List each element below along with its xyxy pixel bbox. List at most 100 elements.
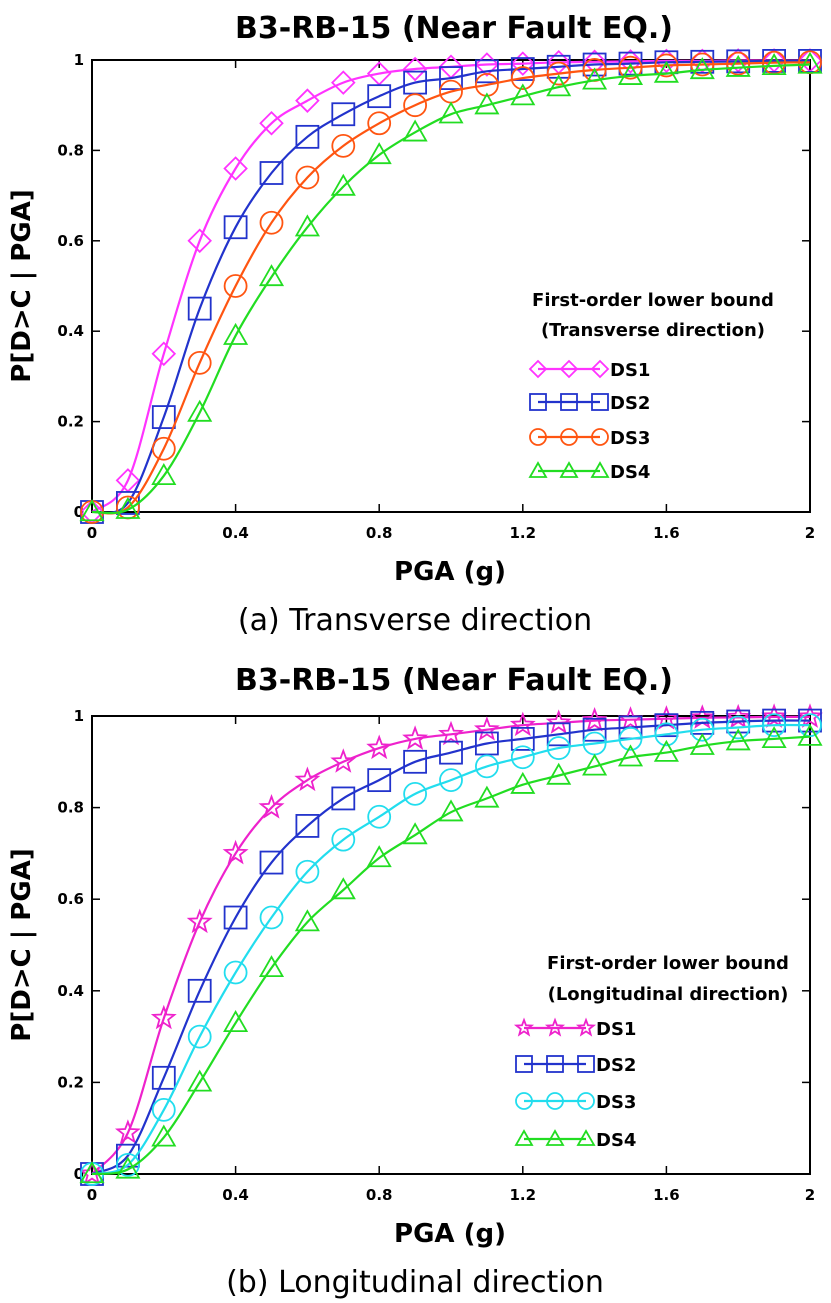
data-point-ds2 xyxy=(474,731,499,756)
data-point-ds4 xyxy=(187,399,213,422)
y-tick-label: 0.6 xyxy=(57,232,84,250)
data-point-ds1 xyxy=(330,748,357,773)
data-point-ds3 xyxy=(690,52,715,77)
legend-marker xyxy=(591,428,609,446)
data-point-ds2 xyxy=(367,768,392,793)
series-layer xyxy=(79,703,823,1186)
series-ds1 xyxy=(79,703,823,1185)
legend-label: DS2 xyxy=(596,1055,636,1076)
legend-marker xyxy=(514,1129,534,1146)
data-point-ds3 xyxy=(474,754,499,779)
x-tick-label: 2 xyxy=(805,524,815,542)
legend-items: DS1 DS2 DS3 DS4 xyxy=(528,359,650,483)
legend-item-ds4: DS4 xyxy=(514,1129,636,1151)
x-tick-label: 0 xyxy=(87,1186,97,1204)
legend-marker xyxy=(559,461,579,478)
data-point-ds3 xyxy=(654,53,679,78)
legend-marker xyxy=(560,428,578,446)
y-tick-label: 1 xyxy=(74,707,84,725)
data-point-ds4 xyxy=(438,799,464,822)
data-point-ds1 xyxy=(331,70,356,95)
x-tick-label: 1.6 xyxy=(653,524,680,542)
legend-item-ds2: DS2 xyxy=(515,1055,636,1076)
y-tick-label: 0.8 xyxy=(57,141,84,159)
plot-frame xyxy=(91,59,811,513)
y-tick-label: 0.6 xyxy=(57,890,84,908)
data-point-ds4 xyxy=(151,1124,177,1147)
y-tick-label: 0 xyxy=(74,503,84,521)
data-point-ds3 xyxy=(187,1024,212,1049)
legend-marker xyxy=(528,461,548,478)
x-tick-label: 1.2 xyxy=(510,524,537,542)
data-point-ds3 xyxy=(726,51,751,76)
data-point-ds2 xyxy=(151,405,176,429)
series-line-ds1 xyxy=(91,59,810,513)
legend-label: DS1 xyxy=(596,1019,636,1040)
legend-marker xyxy=(544,1017,566,1037)
data-point-ds4 xyxy=(582,67,608,90)
data-point-ds4 xyxy=(402,822,428,845)
data-point-ds2 xyxy=(726,709,751,734)
plot-frame xyxy=(91,715,811,1175)
data-point-ds4 xyxy=(761,726,787,749)
series-line-ds2 xyxy=(91,59,811,514)
chart-title: B3-RB-15 (Near Fault EQ.) xyxy=(235,663,673,698)
data-point-ds3 xyxy=(151,436,176,461)
data-point-ds1 xyxy=(258,794,285,819)
data-point-ds1 xyxy=(438,720,464,746)
series-ds2 xyxy=(80,49,822,524)
data-point-ds3 xyxy=(367,804,392,829)
legend-title-line1: First-order lower bound xyxy=(532,290,774,311)
data-point-ds3 xyxy=(546,736,571,760)
legend-marker xyxy=(590,359,610,379)
data-point-ds4 xyxy=(187,1069,213,1092)
data-point-ds1 xyxy=(581,707,608,732)
data-point-ds3 xyxy=(223,274,248,298)
data-point-ds1 xyxy=(186,908,213,934)
y-tick-label: 0.2 xyxy=(57,413,84,431)
data-point-ds1 xyxy=(79,1160,105,1185)
y-tick-label: 0.2 xyxy=(57,1073,84,1091)
data-point-ds2 xyxy=(798,708,822,733)
legend-marker xyxy=(590,461,610,478)
data-point-ds2 xyxy=(546,722,571,747)
legend-item-ds3: DS3 xyxy=(529,428,650,449)
data-point-ds4 xyxy=(689,57,715,80)
data-point-ds1 xyxy=(259,111,284,136)
x-tick-label: 1.6 xyxy=(653,1186,680,1204)
data-point-ds4 xyxy=(653,739,679,762)
legend-marker xyxy=(591,393,609,411)
data-point-ds3 xyxy=(726,715,751,740)
data-point-ds4 xyxy=(258,955,285,978)
caption: (a) Transverse direction xyxy=(238,603,592,638)
data-point-ds3 xyxy=(116,1152,140,1177)
data-point-ds2 xyxy=(331,102,356,127)
data-point-ds2 xyxy=(654,713,679,738)
chart-title: B3-RB-15 (Near Fault EQ.) xyxy=(235,11,673,46)
data-point-ds2 xyxy=(187,296,212,321)
legend-title-line2: (Transverse direction) xyxy=(541,320,765,341)
data-point-ds4 xyxy=(438,101,464,124)
data-point-ds4 xyxy=(617,63,644,85)
data-point-ds1 xyxy=(618,49,643,74)
data-point-ds4 xyxy=(151,463,177,485)
x-ticks: 0 0.4 0.8 1.2 1.6 2 xyxy=(87,716,815,1204)
data-point-ds1 xyxy=(366,734,393,760)
data-point-ds2 xyxy=(403,749,428,774)
data-point-ds2 xyxy=(331,786,356,811)
data-point-ds3 xyxy=(295,859,320,884)
data-point-ds3 xyxy=(367,111,392,136)
legend-item-ds1: DS1 xyxy=(513,1017,636,1040)
legend-marker xyxy=(546,1055,564,1073)
data-point-ds4 xyxy=(366,845,392,868)
legend-marker xyxy=(545,1129,565,1146)
data-point-ds1 xyxy=(151,341,177,367)
legend-item-ds3: DS3 xyxy=(515,1092,636,1113)
legend-label: DS4 xyxy=(610,462,650,483)
data-point-ds3 xyxy=(618,727,643,751)
data-point-ds2 xyxy=(439,66,463,90)
data-point-ds1 xyxy=(114,1119,141,1144)
data-point-ds2 xyxy=(116,1143,140,1168)
data-point-ds3 xyxy=(510,66,535,90)
y-tick-label: 0 xyxy=(74,1165,84,1183)
